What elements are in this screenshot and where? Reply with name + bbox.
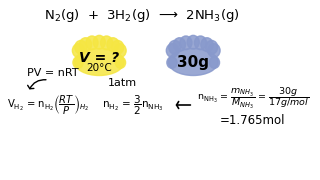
Text: $\mathregular{V_{H_2}}$ = $\mathregular{n_{H_2}}$$\left(\dfrac{RT}{P}\right)_{H_: $\mathregular{V_{H_2}}$ = $\mathregular{… [7, 93, 89, 117]
Circle shape [86, 36, 98, 50]
Ellipse shape [75, 48, 124, 75]
Text: $\mathregular{n_{H_2}}$ = $\dfrac{3}{2}$$\mathregular{n_{NH_3}}$: $\mathregular{n_{H_2}}$ = $\dfrac{3}{2}$… [102, 93, 164, 117]
Text: 30g: 30g [177, 55, 209, 69]
Circle shape [201, 38, 213, 51]
Circle shape [114, 44, 126, 57]
Circle shape [100, 36, 113, 50]
Circle shape [195, 36, 207, 50]
Text: 1atm: 1atm [108, 78, 137, 88]
Text: 20°C: 20°C [86, 63, 112, 73]
Circle shape [209, 57, 220, 68]
Circle shape [205, 40, 218, 54]
Circle shape [112, 40, 124, 54]
Text: $\mathregular{n_{NH_3}}$ = $\dfrac{m_{NH_3}}{M_{NH_3}}$ = $\dfrac{30g}{17g/mol}$: $\mathregular{n_{NH_3}}$ = $\dfrac{m_{NH… [197, 85, 309, 111]
Circle shape [79, 38, 92, 51]
Circle shape [169, 40, 181, 54]
Circle shape [187, 35, 199, 49]
Circle shape [93, 35, 105, 49]
Circle shape [116, 57, 126, 68]
Circle shape [167, 57, 177, 68]
Circle shape [73, 57, 83, 68]
Circle shape [72, 44, 84, 57]
Text: N$_2$(g)  +  3H$_2$(g)  ⟶  2NH$_3$(g): N$_2$(g) + 3H$_2$(g) ⟶ 2NH$_3$(g) [44, 6, 240, 24]
Circle shape [107, 38, 119, 51]
Ellipse shape [168, 48, 218, 75]
Circle shape [180, 36, 192, 50]
Text: V = ?: V = ? [79, 51, 119, 65]
Text: =1.765mol: =1.765mol [220, 114, 285, 127]
Circle shape [208, 44, 220, 57]
Circle shape [166, 44, 179, 57]
Text: PV = nRT: PV = nRT [27, 68, 78, 78]
Circle shape [173, 38, 186, 51]
Circle shape [75, 40, 87, 54]
